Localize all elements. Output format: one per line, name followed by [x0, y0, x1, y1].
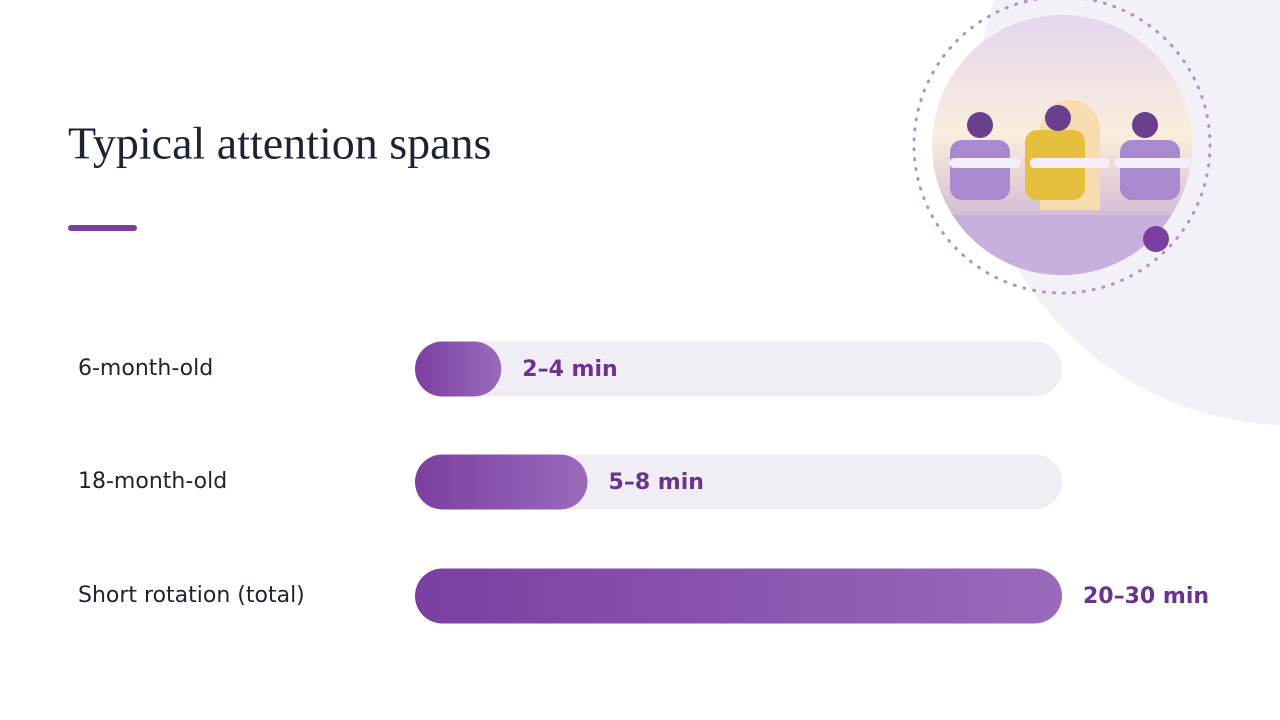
- bar: [415, 568, 1062, 624]
- chart-title: Typical attention spans: [68, 118, 491, 169]
- dotted-ring: [912, 0, 1212, 295]
- category-label: Short rotation (total): [78, 583, 305, 608]
- bar-track: [415, 341, 1062, 397]
- category-label: 18-month-old: [78, 469, 227, 494]
- accent-dot: [1143, 226, 1169, 252]
- value-label: 2–4 min: [522, 357, 617, 382]
- category-label: 6-month-old: [78, 356, 213, 381]
- value-label: 20–30 min: [1083, 584, 1209, 609]
- bar: [415, 454, 588, 510]
- bar: [415, 341, 502, 397]
- value-label: 5–8 min: [609, 470, 704, 495]
- title-underline: [68, 225, 137, 231]
